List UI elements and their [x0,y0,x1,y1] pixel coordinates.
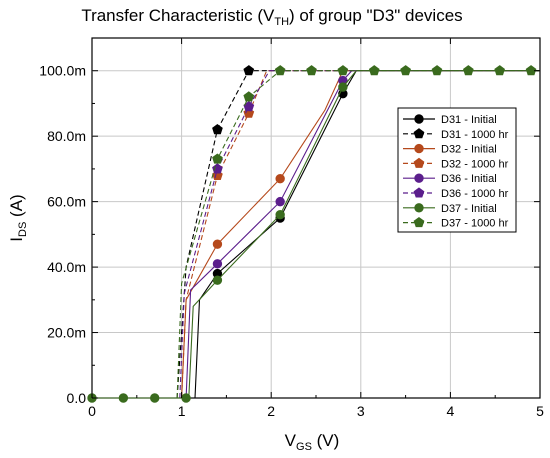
legend-item: D36 - 1000 hr [403,187,509,200]
data-point [243,91,255,102]
chart-title: Transfer Characteristic (VTH) of group "… [81,6,462,28]
data-point [337,65,349,76]
series-layer [87,65,540,403]
y-tick-label: 60.0m [47,194,86,210]
axis-ticks: 0 1 2 3 4 5 0.0 20.0m 40.0m 60.0m 80.0m 100.0m [39,38,544,419]
legend-item: D37 - 1000 hr [403,216,509,230]
data-point [212,123,223,135]
data-point [212,259,223,269]
series-2 [176,65,540,399]
data-point [118,393,129,403]
legend-item: D31 - Initial [403,114,497,126]
data-point [400,65,411,76]
data-point [494,65,505,76]
legend-label: D31 - Initial [441,114,497,126]
legend-label: D31 - 1000 hr [441,129,509,141]
x-tick-label: 5 [536,403,544,419]
series-line [92,70,540,399]
legend-item: D36 - Initial [403,173,497,185]
data-point [368,65,380,76]
legend: D31 - Initial D31 - 1000 hr D32 - Initial D… [397,107,517,233]
legend-label: D32 - Initial [441,144,497,156]
data-point [306,65,317,76]
data-point [243,65,255,76]
x-tick-label: 1 [178,403,186,419]
y-tick-label: 100.0m [39,63,86,79]
y-tick-label: 20.0m [47,325,86,341]
legend-label: D37 - 1000 hr [441,218,509,230]
legend-item: D31 - 1000 hr [403,128,509,141]
x-tick-label: 4 [447,403,455,419]
y-tick-label: 80.0m [47,128,86,144]
legend-label: D37 - Initial [441,203,497,215]
data-point [212,153,223,164]
data-point [274,65,286,76]
y-tick-label: 0.0 [67,390,87,406]
series-line [179,70,540,399]
data-point [431,65,443,76]
legend-label: D36 - Initial [441,173,497,185]
legend-marker [414,203,424,213]
legend-marker [413,128,425,139]
y-tick-label: 40.0m [47,259,86,275]
x-tick-label: 3 [357,403,365,419]
legend-marker [414,114,424,124]
x-tick-label: 0 [88,403,96,419]
data-point [525,65,537,76]
x-tick-label: 2 [267,403,275,419]
data-point [275,210,285,220]
data-point [275,174,285,184]
legend-label: D36 - 1000 hr [441,188,509,200]
data-point [275,196,285,207]
legend-marker [414,173,424,183]
data-point [212,275,223,285]
legend-marker [413,157,425,168]
legend-item: D37 - Initial [403,203,497,215]
legend-marker [414,143,424,154]
data-point [181,393,191,403]
data-point [338,82,348,92]
legend-marker [413,216,425,228]
data-point [212,163,223,174]
legend-label: D32 - 1000 hr [441,158,509,170]
series-8 [176,65,540,399]
data-point [463,65,474,76]
legend-item: D32 - 1000 hr [403,157,509,170]
legend-marker [413,187,425,198]
data-point [212,239,223,249]
x-axis-label: VGS (V) [285,431,340,453]
legend-item: D32 - Initial [403,144,497,156]
y-axis-label: IDS (A) [7,194,29,241]
data-point [150,393,160,403]
series-7 [87,70,540,403]
